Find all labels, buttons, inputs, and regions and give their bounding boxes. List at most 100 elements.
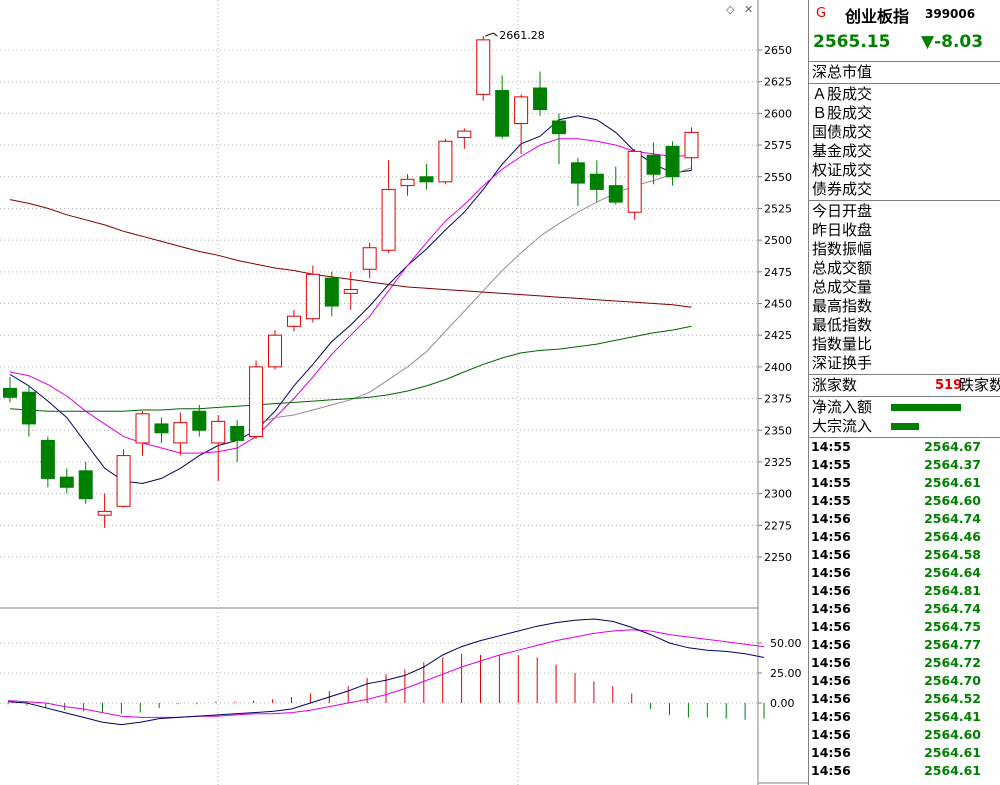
tick-row: 14:56 2564.74: [809, 510, 1000, 528]
field-label: 基金成交: [812, 142, 873, 160]
field-label: 深证换手: [812, 354, 873, 372]
tick-value: 2564.46: [924, 529, 981, 544]
tick-value: 2564.60: [924, 727, 981, 742]
tick-value: 2564.64: [924, 565, 981, 580]
indicator-tick-label: 25.00: [770, 667, 802, 680]
candle-up: [381, 188, 396, 251]
tick-row: 14:56 2564.61: [809, 744, 1000, 762]
candle-up: [438, 140, 453, 183]
candle-down: [324, 277, 339, 307]
tick-value: 2564.77: [924, 637, 981, 652]
tick-row: 14:56 2564.75: [809, 618, 1000, 636]
tick-row: 14:56 2564.72: [809, 654, 1000, 672]
price-tick-label: 2325: [764, 456, 792, 469]
tick-row: 14:56 2564.61: [809, 762, 1000, 780]
divider: [809, 396, 1000, 397]
candle-up: [457, 130, 472, 138]
high-marker-label: 2661.28: [499, 29, 545, 42]
tick-time: 14:55: [811, 439, 851, 454]
candle-up: [116, 455, 131, 507]
field-label: 最低指数: [812, 316, 873, 334]
tick-time: 14:55: [811, 475, 851, 490]
tick-row: 14:56 2564.74: [809, 600, 1000, 618]
field-label: Ａ股成交: [812, 85, 873, 103]
field-label: 国债成交: [812, 123, 873, 141]
tick-value: 2564.60: [924, 493, 981, 508]
price-tick-label: 2500: [764, 234, 792, 247]
index-name: 创业板指: [845, 7, 910, 26]
tick-value: 2564.41: [924, 709, 981, 724]
tick-time: 14:56: [811, 565, 851, 580]
kline-chart-area[interactable]: 2650 2625 2600 2575 2550 2525 2500 2475 2450 2425…: [0, 0, 808, 785]
divider: [809, 200, 1000, 201]
tick-time: 14:55: [811, 457, 851, 472]
tick-row: 14:55 2564.60: [809, 492, 1000, 510]
candle-down: [551, 120, 566, 135]
price-change: ▼-8.03: [921, 32, 984, 52]
high-marker-arrow: [485, 32, 498, 37]
flow-bar: [891, 423, 919, 430]
divider: [809, 374, 1000, 375]
candle-up: [286, 315, 301, 327]
candle-down: [59, 476, 74, 488]
candle-down: [192, 410, 207, 431]
candle-up: [514, 96, 529, 125]
tick-time: 14:55: [811, 493, 851, 508]
candle-down: [570, 162, 585, 184]
tick-row: 14:55 2564.67: [809, 438, 1000, 456]
candle-down: [665, 145, 680, 178]
candle-up: [684, 131, 699, 159]
tick-row: 14:56 2564.41: [809, 708, 1000, 726]
price-tick-label: 2550: [764, 171, 792, 184]
candle-down: [154, 423, 169, 434]
candle-up: [135, 413, 150, 444]
price-tick-label: 2575: [764, 139, 792, 152]
quote-flag: G: [816, 6, 827, 21]
price-tick-label: 2450: [764, 298, 792, 311]
tick-time: 14:56: [811, 691, 851, 706]
tick-time: 14:56: [811, 709, 851, 724]
field-label: 最高指数: [812, 297, 873, 315]
divider: [809, 437, 1000, 438]
quote-header: G 创业板指 399006: [809, 0, 1000, 30]
tick-row: 14:56 2564.77: [809, 636, 1000, 654]
candle-down: [533, 87, 548, 111]
price-tick-label: 2600: [764, 107, 792, 120]
price-tick-label: 2350: [764, 424, 792, 437]
tick-value: 2564.61: [924, 475, 981, 490]
candle-down: [21, 391, 36, 425]
tick-value: 2564.37: [924, 457, 981, 472]
indicator-tick-label: 50.00: [770, 637, 802, 650]
tick-value: 2564.61: [924, 745, 981, 760]
candle-down: [40, 439, 55, 479]
candle-down: [608, 185, 623, 203]
chart-close-icon[interactable]: ✕: [744, 3, 754, 16]
tick-time: 14:56: [811, 619, 851, 634]
indicator-tick-label: 0.00: [770, 697, 795, 710]
tick-row: 14:56 2564.52: [809, 690, 1000, 708]
price-tick-label: 2275: [764, 519, 792, 532]
price-tick-label: 2650: [764, 44, 792, 57]
candle-down: [3, 387, 17, 398]
chart-option-diamond-icon[interactable]: ◇: [726, 3, 735, 16]
price-tick-label: 2375: [764, 393, 792, 406]
kline-chart[interactable]: 2650 2625 2600 2575 2550 2525 2500 2475 2450 2425…: [0, 0, 808, 785]
tick-value: 2564.61: [924, 763, 981, 778]
current-price: 2565.15: [813, 32, 891, 52]
tick-time: 14:56: [811, 529, 851, 544]
divider: [809, 83, 1000, 84]
field-label: 指数量比: [812, 335, 873, 353]
tick-row: 14:56 2564.46: [809, 528, 1000, 546]
advancers-count: 519: [935, 378, 963, 393]
tick-time: 14:56: [811, 601, 851, 616]
flow-label: 大宗流入: [812, 417, 873, 435]
tick-time: 14:56: [811, 655, 851, 670]
tick-time: 14:56: [811, 583, 851, 598]
candle-down: [646, 154, 661, 175]
candle-up: [362, 247, 377, 270]
ma-line-ma_mid: [9, 138, 692, 454]
candle-up: [627, 150, 642, 213]
candle-up: [173, 422, 188, 444]
tick-value: 2564.75: [924, 619, 981, 634]
price-tick-label: 2475: [764, 266, 792, 279]
